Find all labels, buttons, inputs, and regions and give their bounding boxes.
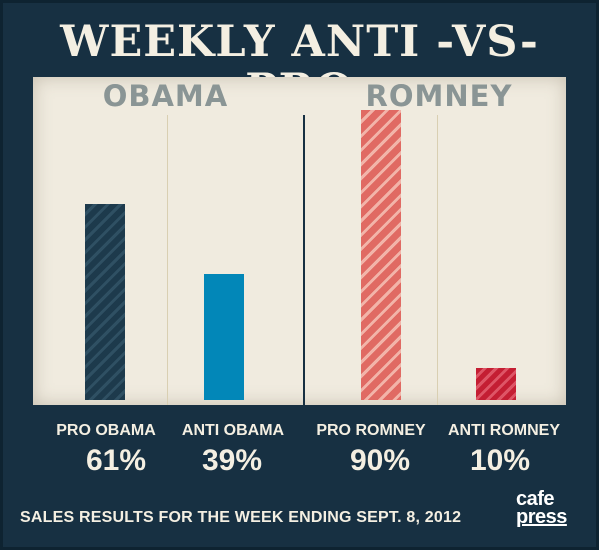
- divider-romney: [437, 115, 438, 405]
- logo-line-2: press: [516, 506, 567, 528]
- center-divider: [303, 115, 305, 405]
- group-label-obama: OBAMA: [102, 79, 229, 113]
- divider-obama: [167, 115, 168, 405]
- value-label-anti-obama: 39%: [201, 444, 263, 477]
- category-label-anti-obama: ANTI OBAMA: [181, 422, 285, 439]
- value-label-pro-obama: 61%: [85, 444, 147, 477]
- bar-pro-obama: [85, 204, 125, 400]
- bar-anti-romney: [476, 368, 516, 400]
- footer-note: SALES RESULTS FOR THE WEEK ENDING SEPT. …: [20, 509, 462, 526]
- value-label-anti-romney: 10%: [469, 444, 531, 477]
- group-label-romney: ROMNEY: [365, 79, 513, 113]
- logo-line-1: cafe: [516, 488, 555, 510]
- bar-pro-romney: [361, 110, 401, 400]
- category-label-pro-obama: PRO OBAMA: [56, 422, 156, 439]
- value-label-pro-romney: 90%: [349, 444, 411, 477]
- category-label-pro-romney: PRO ROMNEY: [316, 422, 426, 439]
- bar-anti-obama: [204, 274, 244, 400]
- cafepress-logo: cafe press: [516, 488, 578, 534]
- category-label-anti-romney: ANTI ROMNEY: [448, 422, 560, 439]
- chart-panel: OBAMA ROMNEY: [33, 77, 566, 405]
